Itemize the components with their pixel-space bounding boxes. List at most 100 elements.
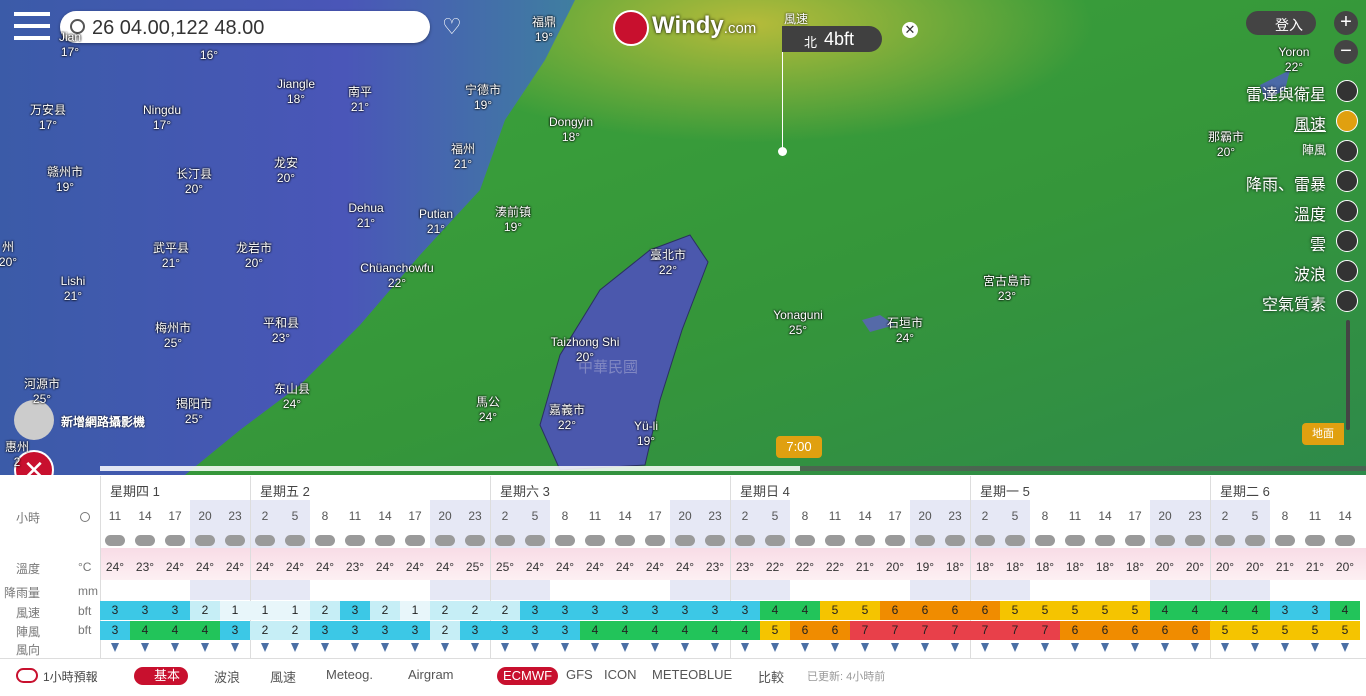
wind-dir-arrow	[1191, 643, 1199, 652]
map-label-temp: 19°	[503, 220, 523, 234]
map-label-temp: 21°	[350, 100, 370, 114]
weather-icon	[1155, 535, 1175, 546]
map-label-name: Yü-li	[633, 419, 659, 433]
gust-cell: 7	[880, 621, 910, 640]
wind-dir-arrow	[261, 643, 269, 652]
weather-icon	[1005, 535, 1025, 546]
map-label-temp: 18°	[286, 92, 306, 106]
hour-cell: 17	[408, 509, 422, 523]
webcam-text[interactable]: 新增網路攝影機	[61, 415, 146, 429]
hourly-text[interactable]: 1小時預報	[43, 670, 98, 684]
layer-label[interactable]: 降雨、雷暴	[1245, 177, 1326, 194]
temp-cell: 24°	[675, 560, 695, 574]
hourly-toggle[interactable]	[16, 668, 38, 683]
temp-cell: 24°	[645, 560, 665, 574]
wind-cell: 4	[790, 601, 820, 620]
model[interactable]: ICON	[604, 667, 637, 682]
weather-icon	[525, 535, 545, 546]
map-label-name: 嘉義市	[548, 403, 586, 417]
day-header: 星期日 4	[740, 484, 790, 499]
layer-label[interactable]: 風速	[1293, 117, 1326, 134]
time-marker[interactable]: 7:00	[776, 436, 822, 458]
search-box[interactable]: 26 04.00,122 48.00	[60, 11, 430, 43]
tab[interactable]: Meteog.	[326, 667, 373, 682]
wind-dir-arrow	[291, 643, 299, 652]
hour-cell: 11	[348, 509, 362, 523]
wind-dir-arrow	[471, 643, 479, 652]
wind-cell: 5	[1060, 601, 1090, 620]
temp-cell: 23°	[345, 560, 365, 574]
level-button[interactable]: 地面	[1302, 423, 1344, 445]
wind-dir-arrow	[501, 643, 509, 652]
model[interactable]: GFS	[566, 667, 593, 682]
wind-cell: 5	[1090, 601, 1120, 620]
layer-icon[interactable]	[1336, 290, 1358, 312]
layer-icon[interactable]	[1336, 260, 1358, 282]
layer-label[interactable]: 溫度	[1293, 207, 1326, 224]
map-label-name: Taizhong Shi	[550, 335, 620, 349]
temp-cell: 21°	[1275, 560, 1295, 574]
map-label-name: 长汀县	[175, 167, 213, 181]
map-label-temp: 2	[13, 455, 21, 469]
layer-label[interactable]: 雷達與衛星	[1245, 87, 1326, 104]
zoom-out[interactable]: −	[1334, 40, 1358, 64]
close-picker[interactable]: ✕	[902, 22, 918, 38]
gust-cell: 6	[1150, 621, 1180, 640]
layer-icon[interactable]	[1336, 110, 1358, 132]
zoom-in[interactable]: +	[1334, 11, 1358, 35]
model[interactable]: ECMWF	[497, 667, 559, 685]
row-label: 溫度	[16, 562, 41, 576]
hour-cell: 11	[1308, 509, 1322, 523]
layer-label[interactable]: 雲	[1309, 237, 1326, 254]
wind-dir-arrow	[1131, 643, 1139, 652]
temp-cell: 23°	[705, 560, 725, 574]
compare[interactable]: 比較	[758, 670, 785, 685]
layer-label[interactable]: 陣風	[1301, 143, 1326, 157]
layer-icon[interactable]	[1336, 200, 1358, 222]
layer-label[interactable]: 波浪	[1293, 267, 1326, 284]
model[interactable]: METEOBLUE	[652, 667, 733, 682]
hour-cell: 17	[648, 509, 662, 523]
temp-cell: 24°	[435, 560, 455, 574]
layer-icon[interactable]	[1336, 230, 1358, 252]
wind-cell: 6	[880, 601, 910, 620]
layer-icon[interactable]	[1336, 80, 1358, 102]
updated: 已更新: 4小時前	[807, 671, 886, 683]
hour-cell: 17	[168, 509, 182, 523]
temp-cell: 24°	[105, 560, 125, 574]
map-label-name: 宁德市	[464, 83, 502, 97]
hour-cell: 23	[708, 509, 722, 523]
weather-icon	[1215, 535, 1235, 546]
map-label-temp: 25°	[788, 323, 808, 337]
layer-icon[interactable]	[1336, 140, 1358, 162]
gust-cell: 4	[160, 621, 190, 640]
hour-cell: 14	[858, 509, 872, 523]
wind-dir-arrow	[1011, 643, 1019, 652]
login-button[interactable]: 登入	[1246, 11, 1316, 35]
tab[interactable]: Airgram	[408, 667, 454, 682]
layer-icon[interactable]	[1336, 170, 1358, 192]
day-header: 星期四 1	[110, 484, 160, 499]
tab[interactable]: 基本	[134, 667, 189, 685]
hour-cell: 8	[321, 509, 329, 523]
map-label-temp: 19°	[55, 180, 75, 194]
weather-icon	[435, 535, 455, 546]
map-label-temp: 25°	[163, 336, 183, 350]
wind-dir-arrow	[981, 643, 989, 652]
favorite-icon[interactable]: ♡	[442, 14, 462, 39]
menu-button[interactable]	[14, 12, 50, 40]
temp-cell: 22°	[795, 560, 815, 574]
wind-dir-arrow	[1251, 643, 1259, 652]
day-header: 星期一 5	[980, 484, 1030, 499]
temp-cell: 23°	[735, 560, 755, 574]
tab[interactable]: 風速	[270, 670, 297, 685]
hour-cell: 20	[438, 509, 452, 523]
tab[interactable]: 波浪	[214, 670, 241, 685]
map-label-temp: 22°	[1284, 60, 1304, 74]
layer-label[interactable]: 空氣質素	[1261, 297, 1326, 314]
wind-cell: 3	[580, 601, 610, 620]
temp-cell: 24°	[285, 560, 305, 574]
weather-icon	[1245, 535, 1265, 546]
hour-cell: 5	[771, 509, 779, 523]
webcam-icon[interactable]	[14, 400, 54, 440]
